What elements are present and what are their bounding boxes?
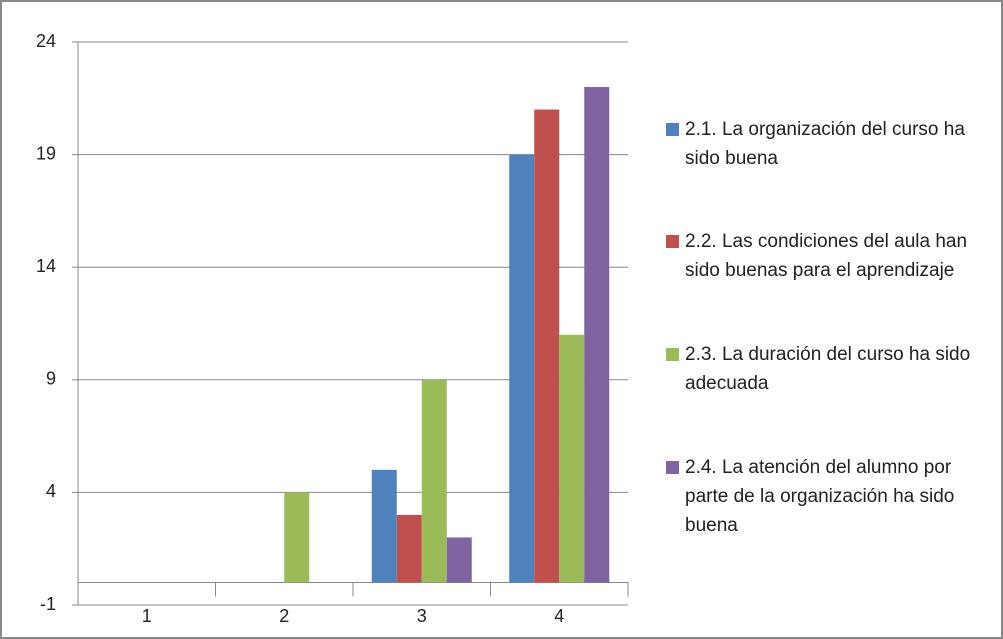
legend-entry: 2.4. La atención del alumno por parte de…: [666, 453, 986, 540]
y-tick-label: 14: [36, 256, 56, 276]
y-tick-label: 24: [36, 31, 56, 51]
bar: [371, 469, 397, 583]
legend-entry: 2.1. La organización del curso ha sido b…: [666, 115, 986, 173]
legend-swatch: [666, 461, 679, 474]
y-tick-label: 19: [36, 143, 56, 163]
y-tick-label: -1: [40, 594, 56, 614]
legend-swatch: [666, 235, 679, 248]
bar: [584, 87, 610, 583]
bar: [446, 537, 472, 583]
y-tick-label: 9: [46, 369, 56, 389]
legend-entry: 2.3. La duración del curso ha sido adecu…: [666, 340, 986, 398]
bar: [534, 109, 560, 583]
legend-entry: 2.2. Las condiciones del aula han sido b…: [666, 227, 986, 285]
legend-label: 2.4. La atención del alumno por parte de…: [685, 457, 955, 536]
bar: [284, 492, 310, 583]
bar: [559, 334, 585, 583]
bar: [509, 154, 535, 583]
x-tick-label: 1: [142, 606, 152, 626]
x-tick-label: 3: [417, 606, 427, 626]
legend-swatch: [666, 348, 679, 361]
legend-label: 2.3. La duración del curso ha sido adecu…: [685, 344, 971, 394]
y-tick-label: 4: [46, 481, 56, 501]
bar: [396, 514, 422, 583]
x-tick-label: 4: [554, 606, 564, 626]
bar: [421, 379, 447, 583]
legend-swatch: [666, 123, 679, 136]
x-tick-label: 2: [279, 606, 289, 626]
legend-label: 2.1. La organización del curso ha sido b…: [685, 119, 965, 169]
legend-label: 2.2. Las condiciones del aula han sido b…: [685, 231, 968, 281]
